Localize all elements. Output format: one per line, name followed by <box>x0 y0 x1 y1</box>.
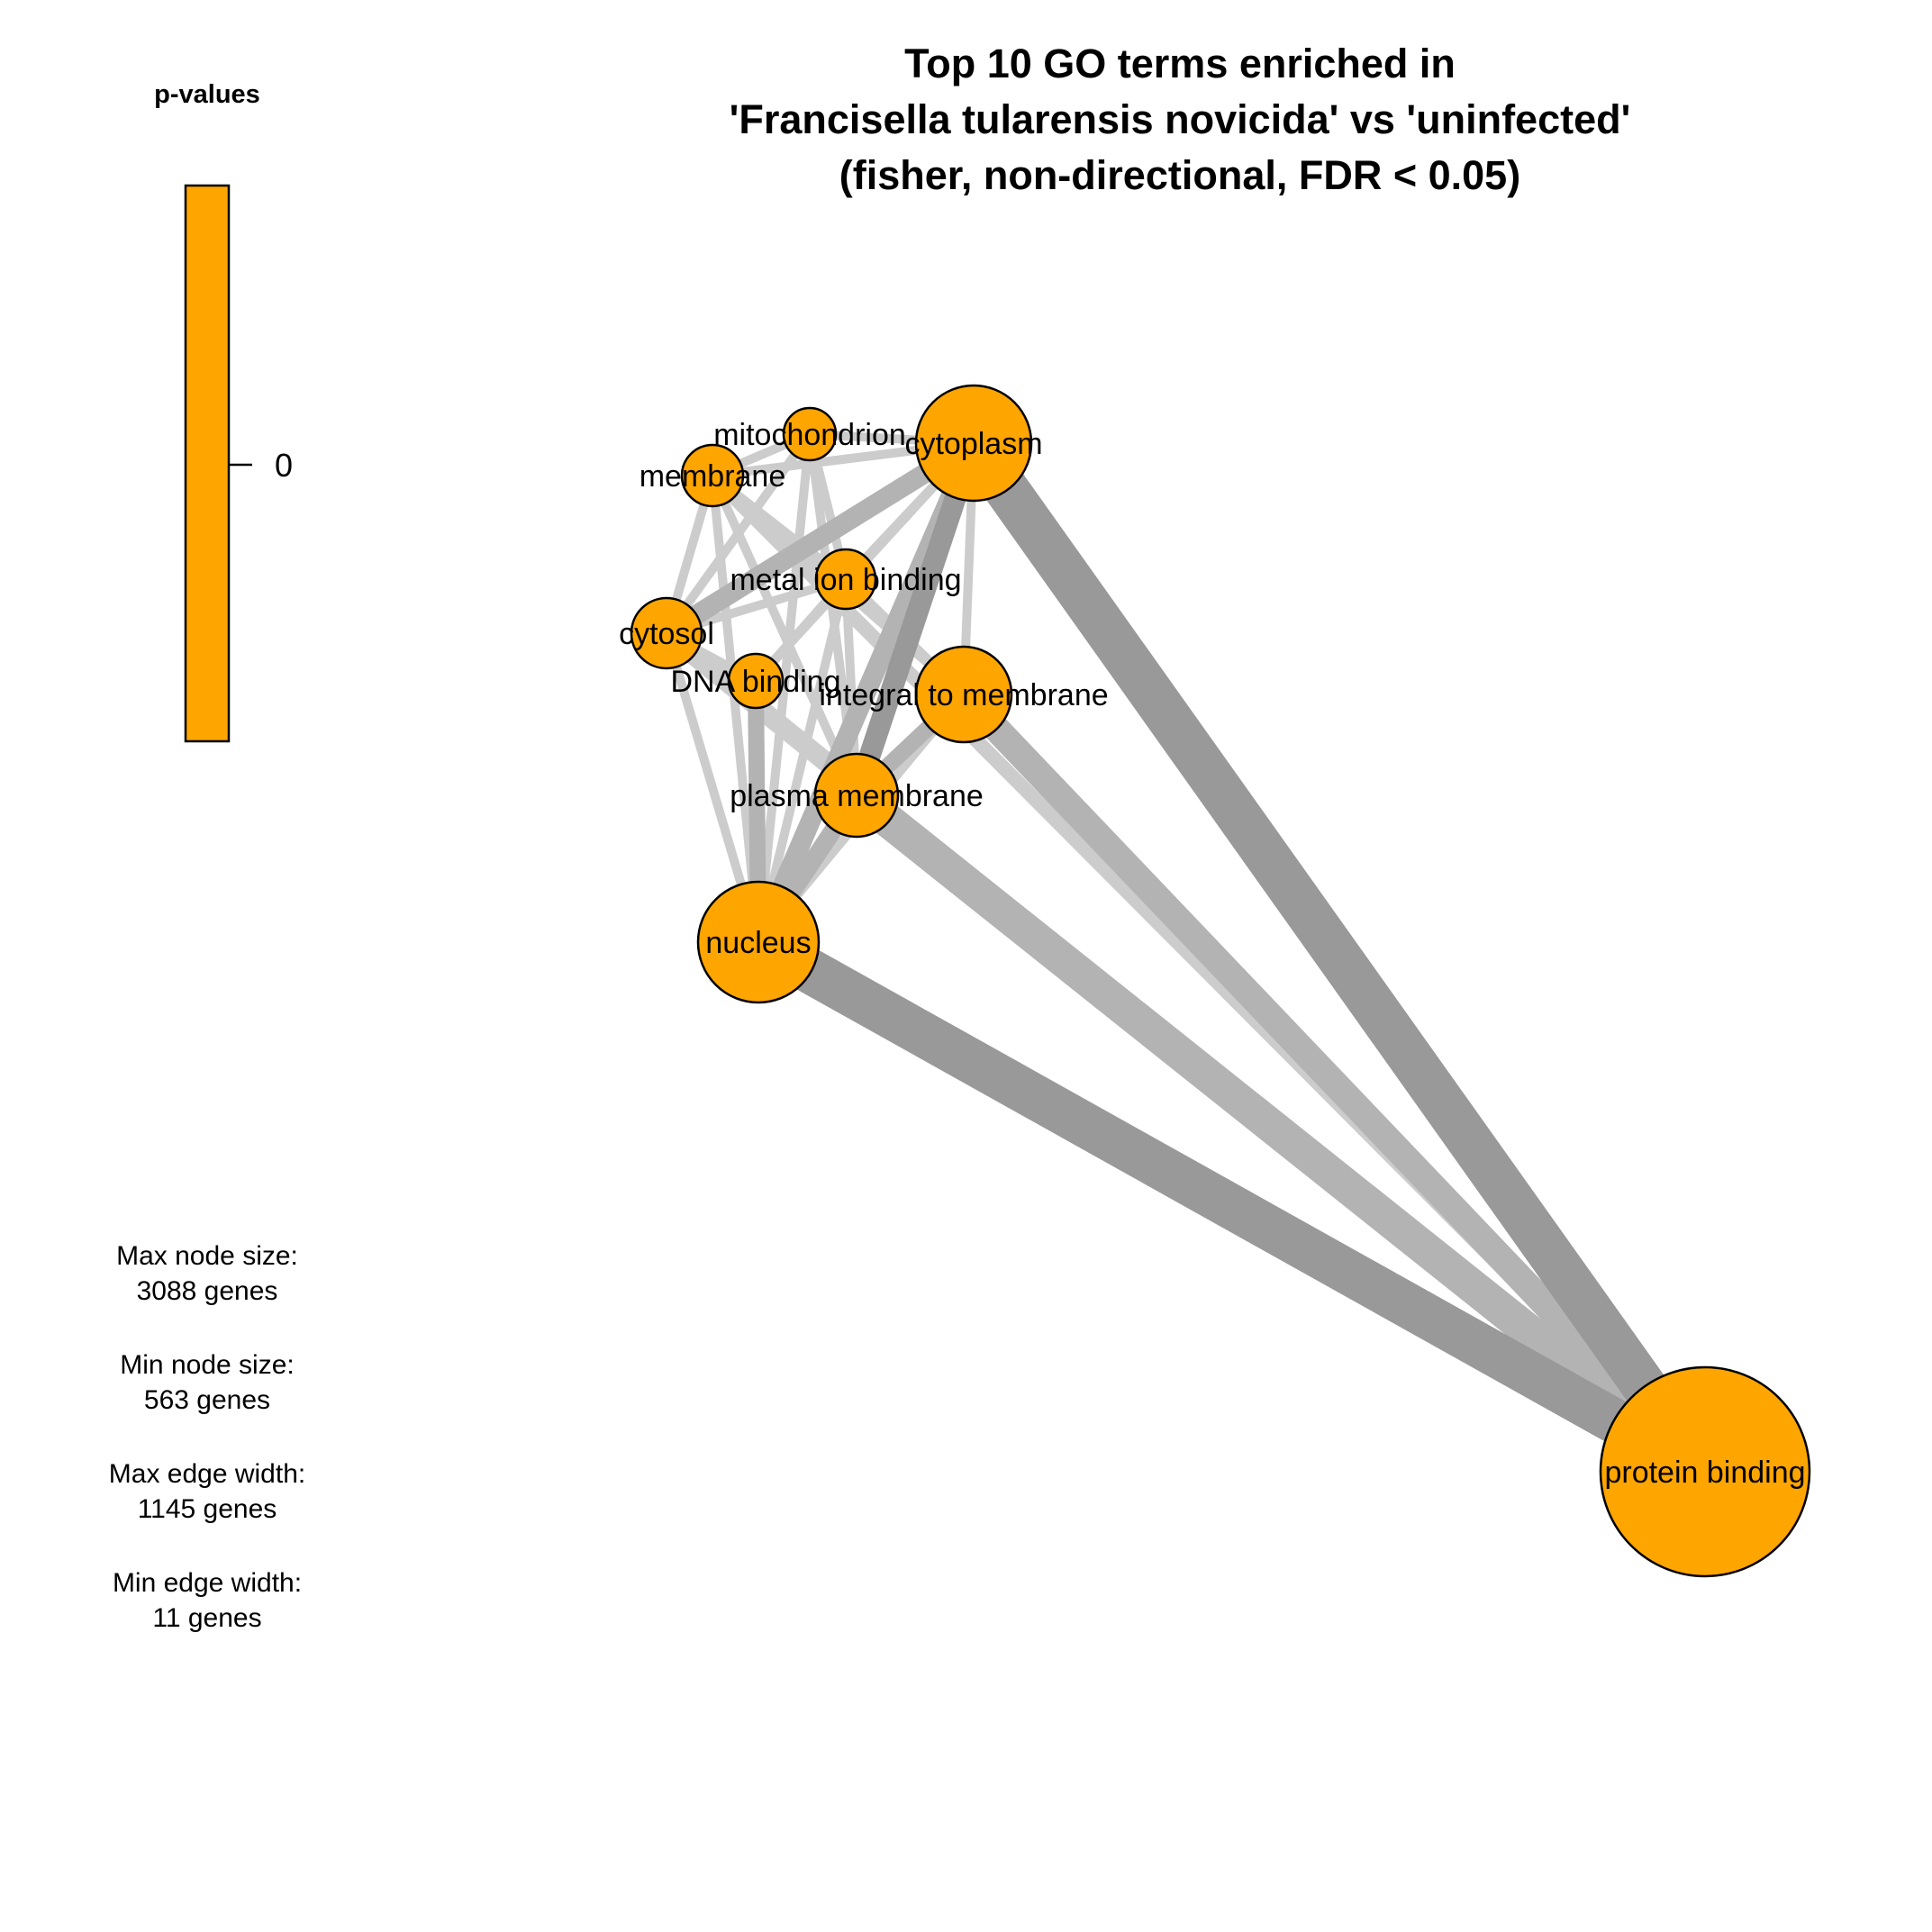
nodes-layer <box>630 384 1811 1578</box>
node-label-nucleus: nucleus <box>705 926 811 960</box>
node-integral_to_membrane <box>914 645 1013 744</box>
node-label-plasma_membrane: plasma membrane <box>730 779 984 813</box>
node-cytosol <box>630 596 703 670</box>
node-membrane <box>680 443 745 508</box>
node-cytoplasm <box>914 384 1033 503</box>
edge-nucleus-protein_binding <box>747 922 1717 1492</box>
legend-color-bar <box>184 184 231 743</box>
node-nucleus <box>696 880 821 1004</box>
edge-cytosol-mitochondrion <box>662 431 814 636</box>
node-labels-layer: mitochondrion membrane cytoplasm metal ion … <box>619 418 1805 1490</box>
edge-cytoplasm-protein_binding <box>955 430 1724 1485</box>
min-node-size-label: Min node size: <box>120 1350 294 1380</box>
edge-nucleus-metal_ion_binding <box>754 577 850 944</box>
figure-title: Top 10 GO terms enriched in 'Francisella… <box>730 41 1631 198</box>
node-label-metal_ion_binding: metal ion binding <box>730 563 961 597</box>
edge-integral_to_membrane-protein_binding <box>954 685 1715 1482</box>
pvalue-legend: p-values 0 <box>154 80 293 743</box>
node-plasma_membrane <box>813 752 900 839</box>
title-line-1: Top 10 GO terms enriched in <box>904 41 1456 86</box>
max-node-size-label: Max node size: <box>116 1241 298 1271</box>
node-label-integral_to_membrane: integral to membrane <box>819 678 1108 712</box>
node-protein_binding <box>1599 1365 1811 1578</box>
title-line-3: (fisher, non-directional, FDR < 0.05) <box>839 152 1520 198</box>
node-label-dna_binding: DNA binding <box>670 665 840 699</box>
max-edge-width-value: 1145 genes <box>138 1494 277 1524</box>
node-mitochondrion <box>782 406 838 462</box>
legend-tick-label: 0 <box>275 447 293 484</box>
max-edge-width-label: Max edge width: <box>109 1459 305 1489</box>
edge-cytoplasm-cytosol <box>661 434 979 642</box>
edge-nucleus-mitochondrion <box>754 433 814 943</box>
node-label-protein_binding: protein binding <box>1604 1456 1805 1490</box>
min-edge-width-label: Min edge width: <box>113 1568 302 1598</box>
min-node-size-value: 563 genes <box>144 1385 270 1415</box>
node-metal_ion_binding <box>814 548 877 611</box>
node-dna_binding <box>727 652 785 710</box>
edge-cytoplasm-plasma_membrane <box>846 440 984 799</box>
min-edge-width-value: 11 genes <box>152 1603 261 1633</box>
node-label-cytosol: cytosol <box>619 617 714 651</box>
max-node-size-value: 3088 genes <box>137 1276 278 1306</box>
size-stats: Max node size: 3088 genes Min node size:… <box>109 1241 305 1633</box>
edge-plasma_membrane-protein_binding <box>846 782 1716 1485</box>
node-label-mitochondrion: mitochondrion <box>713 418 906 452</box>
node-label-cytoplasm: cytoplasm <box>904 427 1042 461</box>
legend-title: p-values <box>154 80 260 109</box>
node-label-membrane: membrane <box>639 459 786 494</box>
title-line-2: 'Francisella tularensis novicida' vs 'un… <box>730 96 1631 142</box>
